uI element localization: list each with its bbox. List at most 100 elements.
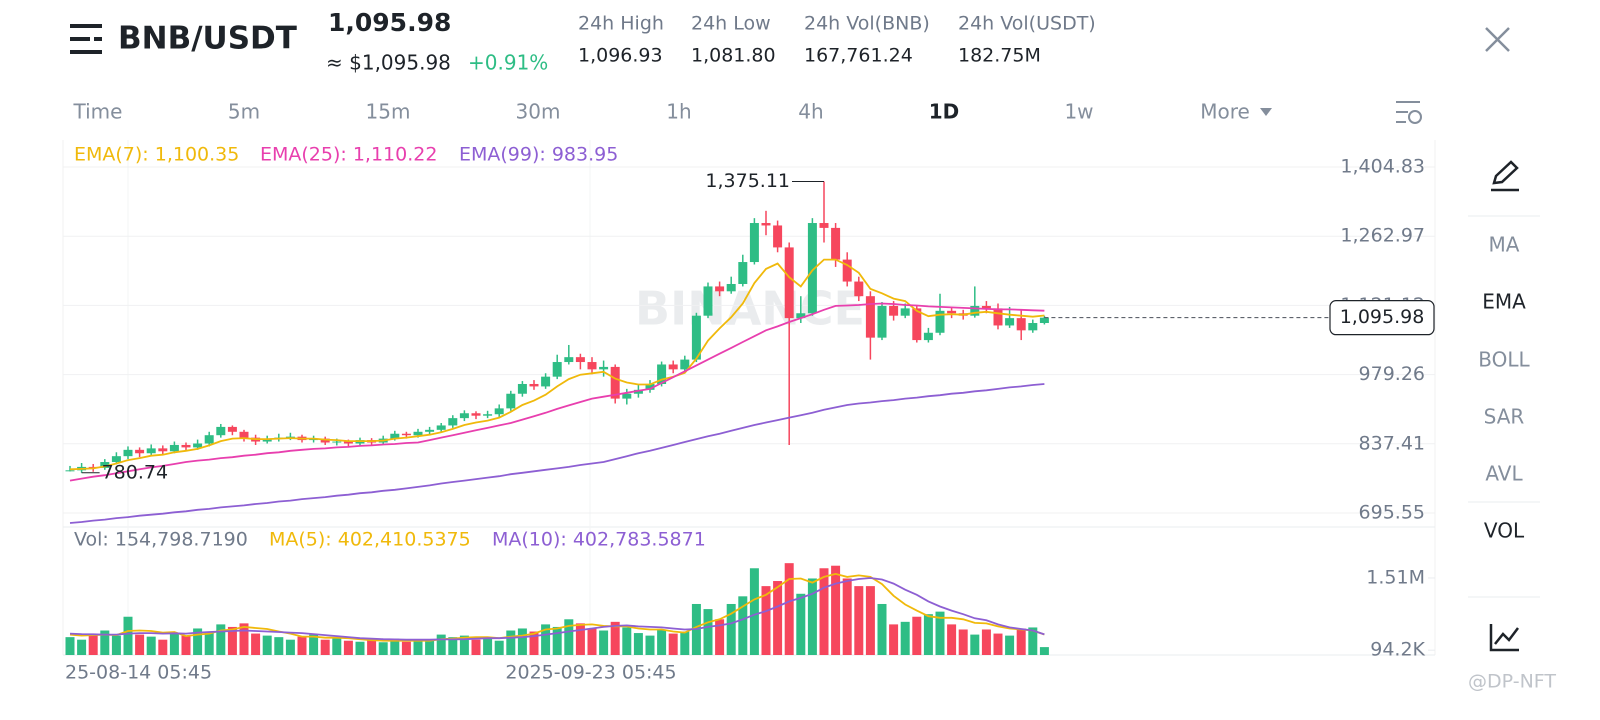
candle-body bbox=[865, 296, 875, 338]
settings-icon[interactable] bbox=[1396, 101, 1422, 124]
candle-body bbox=[819, 223, 829, 228]
timeframe-tab[interactable]: 5m bbox=[228, 100, 260, 124]
stat-value: 182.75M bbox=[958, 45, 1041, 67]
timeframe-tab[interactable]: More bbox=[1200, 100, 1250, 124]
volume-bar bbox=[865, 586, 875, 655]
volume-bar bbox=[77, 639, 87, 655]
candle-body bbox=[854, 281, 864, 297]
volume-bar bbox=[668, 633, 678, 655]
last-price-box bbox=[1329, 300, 1435, 336]
volume-bar bbox=[181, 635, 191, 655]
chart-type-icon[interactable] bbox=[1489, 624, 1519, 652]
candle-body bbox=[517, 383, 527, 394]
volume-bar bbox=[807, 578, 817, 655]
timeframe-tab[interactable]: 4h bbox=[798, 100, 823, 124]
candle-body bbox=[575, 357, 585, 363]
candle-body bbox=[726, 283, 736, 292]
indicator-line bbox=[69, 258, 1045, 471]
candle-body bbox=[65, 470, 75, 472]
candle-body bbox=[181, 444, 191, 448]
indicator-tab[interactable]: BOLL bbox=[1478, 348, 1530, 372]
candle-body bbox=[1005, 318, 1015, 326]
icon-stroke bbox=[1489, 624, 1519, 652]
indicator-tab[interactable]: AVL bbox=[1485, 462, 1523, 486]
candle-body bbox=[1028, 323, 1038, 331]
indicator-line bbox=[69, 383, 1045, 524]
timeframe-tab[interactable]: 1h bbox=[666, 100, 691, 124]
volume-bar bbox=[529, 631, 539, 655]
candle-body bbox=[657, 364, 667, 384]
pair: BNB/USDT bbox=[118, 21, 297, 57]
volume-bar bbox=[436, 634, 446, 655]
volume-bar bbox=[262, 635, 272, 655]
candle-body bbox=[285, 436, 295, 438]
indicator-tab[interactable]: VOL bbox=[1484, 519, 1525, 543]
candle-body bbox=[483, 414, 493, 416]
volume-bar bbox=[854, 586, 864, 655]
candle-body bbox=[668, 364, 678, 370]
candle-body bbox=[749, 223, 759, 263]
volume-bar bbox=[111, 635, 121, 655]
volume-bar bbox=[367, 639, 377, 655]
candle-body bbox=[552, 362, 562, 377]
volume-bar bbox=[65, 637, 75, 655]
timeframe-tab[interactable]: 1D bbox=[929, 100, 960, 124]
indicator-tab[interactable]: SAR bbox=[1484, 405, 1525, 429]
draw-icon[interactable] bbox=[1491, 160, 1519, 192]
volume-bar bbox=[471, 639, 481, 655]
candle-body bbox=[529, 383, 539, 387]
indicator-tab[interactable]: MA bbox=[1489, 233, 1520, 257]
indicator-line bbox=[69, 577, 1045, 641]
volume-bar bbox=[378, 642, 388, 655]
menu-icon[interactable] bbox=[70, 24, 102, 54]
volume-bar bbox=[842, 578, 852, 655]
volume-bar bbox=[251, 633, 261, 655]
candle-body bbox=[923, 332, 933, 341]
legend-entry: EMA(7): 1,100.35 bbox=[74, 144, 239, 166]
volume-bar bbox=[274, 637, 284, 655]
icon-stroke bbox=[1408, 110, 1422, 124]
candle-body bbox=[645, 383, 655, 390]
volume-bar bbox=[343, 640, 353, 655]
candle-body bbox=[204, 435, 214, 444]
volume-bar bbox=[738, 596, 748, 655]
volume-bar bbox=[216, 624, 226, 655]
volume-bar bbox=[483, 638, 493, 655]
close-button[interactable] bbox=[1485, 27, 1510, 52]
volume-bar bbox=[506, 630, 516, 655]
volume-bar bbox=[610, 621, 620, 655]
y-tick-label: 695.55 bbox=[1359, 501, 1425, 523]
icon-stroke bbox=[1494, 627, 1519, 645]
candle-body bbox=[796, 313, 806, 319]
volume-bar bbox=[599, 630, 609, 655]
candle-body bbox=[135, 449, 145, 454]
timeframe-tab[interactable]: 30m bbox=[516, 100, 561, 124]
volume-bar bbox=[889, 624, 899, 655]
candle-body bbox=[390, 433, 400, 439]
volume-bar bbox=[981, 629, 991, 655]
dropdown-arrow bbox=[1260, 108, 1272, 116]
candle-body bbox=[100, 462, 110, 468]
candle-body bbox=[610, 366, 620, 399]
volume-legend: Vol: 154,798.7190 bbox=[74, 529, 248, 551]
timeframe-tab[interactable]: 1w bbox=[1064, 100, 1093, 124]
stat-label: 24h Vol(BNB) bbox=[804, 13, 930, 35]
volume-bar bbox=[332, 638, 342, 655]
timeframe-tab[interactable]: 15m bbox=[366, 100, 411, 124]
candle-body bbox=[158, 448, 168, 452]
candle-body bbox=[459, 413, 469, 419]
indicator-tab[interactable]: EMA bbox=[1482, 290, 1526, 314]
candle-body bbox=[169, 444, 179, 452]
candle-body bbox=[239, 431, 249, 438]
date-label: 25-08-14 05:45 bbox=[65, 662, 212, 684]
volume-bar bbox=[413, 640, 423, 655]
volume-bar bbox=[831, 565, 841, 655]
volume-bar bbox=[297, 636, 307, 655]
candle-body bbox=[970, 305, 980, 316]
volume-bar bbox=[320, 639, 330, 655]
timeframe-tab[interactable]: Time bbox=[73, 100, 123, 124]
volume-bar bbox=[285, 639, 295, 655]
candle-body bbox=[889, 305, 899, 316]
y-tick-label: 979.26 bbox=[1359, 363, 1425, 385]
